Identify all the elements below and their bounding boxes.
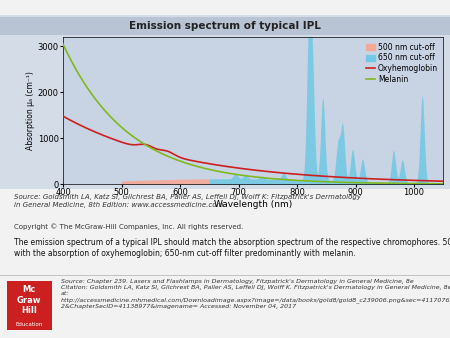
Y-axis label: Absorption μₐ (cm⁻¹): Absorption μₐ (cm⁻¹) xyxy=(26,71,35,150)
Text: Education: Education xyxy=(16,322,43,327)
Text: Copyright © The McGraw-Hill Companies, Inc. All rights reserved.: Copyright © The McGraw-Hill Companies, I… xyxy=(14,223,243,230)
Text: Mc: Mc xyxy=(22,285,36,294)
Text: Emission spectrum of typical IPL: Emission spectrum of typical IPL xyxy=(129,21,321,31)
Legend: 500 nm cut-off, 650 nm cut-off, Oxyhemoglobin, Melanin: 500 nm cut-off, 650 nm cut-off, Oxyhemog… xyxy=(364,41,440,86)
Text: Source: Goldsmith LA, Katz SI, Gilchrest BA, Paller AS, Leffell DJ, Wolff K: Fit: Source: Goldsmith LA, Katz SI, Gilchrest… xyxy=(14,194,360,208)
Text: Hill: Hill xyxy=(21,307,37,315)
X-axis label: Wavelength (nm): Wavelength (nm) xyxy=(214,200,292,209)
Text: The emission spectrum of a typical IPL should match the absorption spectrum of t: The emission spectrum of a typical IPL s… xyxy=(14,238,450,258)
Text: Graw: Graw xyxy=(17,296,41,305)
Text: Source: Chapter 239. Lasers and Flashlamps in Dermatology, Fitzpatrick's Dermato: Source: Chapter 239. Lasers and Flashlam… xyxy=(61,279,450,309)
